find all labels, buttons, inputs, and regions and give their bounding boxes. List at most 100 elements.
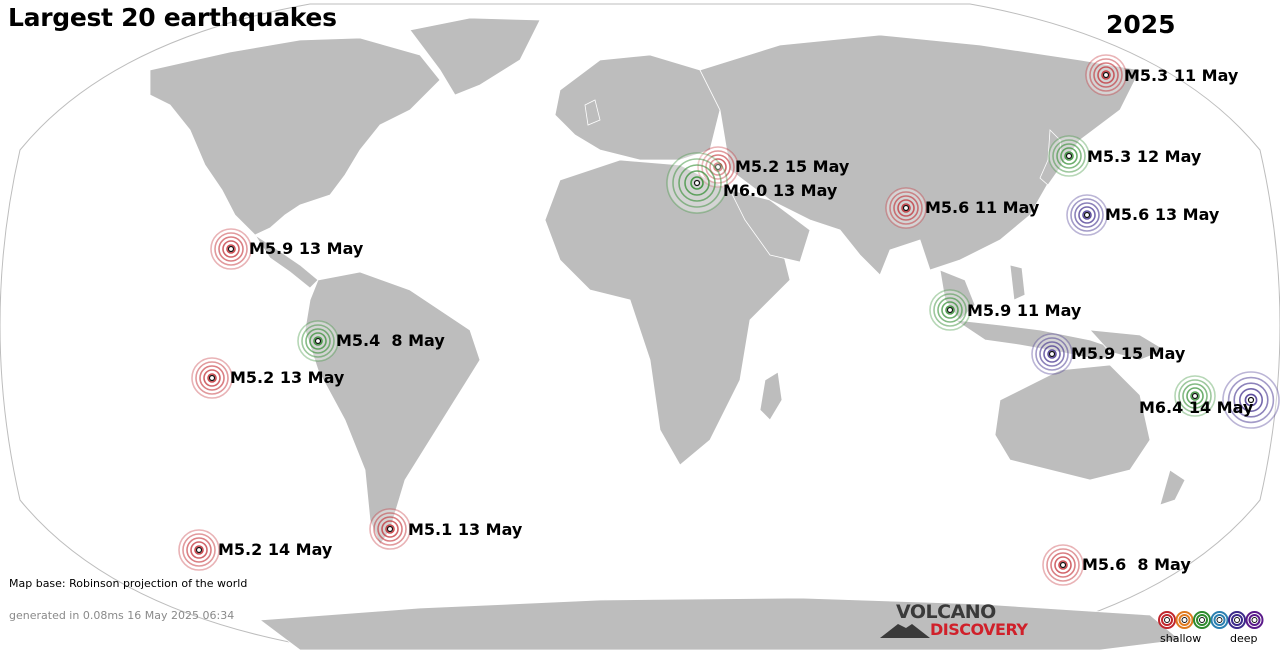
earthquake-marker[interactable] [1066, 194, 1108, 236]
earthquake-label[interactable]: M5.9 13 May [249, 239, 364, 258]
earthquake-label[interactable]: M5.2 13 May [230, 368, 345, 387]
legend-ring [1199, 617, 1205, 623]
earthquake-marker[interactable] [929, 289, 971, 331]
australia [994, 364, 1151, 481]
earthquake-marker[interactable] [1085, 54, 1127, 96]
quake-ring [207, 373, 217, 383]
quake-ring [203, 369, 221, 387]
epicenter-dot [1059, 561, 1067, 569]
quake-ring [941, 301, 959, 319]
europe [554, 54, 721, 161]
quake-ring [1190, 391, 1200, 401]
epicenter-dot [227, 245, 235, 253]
new-zealand [1159, 469, 1186, 506]
legend-shallow-label: shallow [1160, 632, 1202, 645]
quake-ring [945, 305, 955, 315]
epicenter-dot [1083, 211, 1091, 219]
africa [544, 159, 791, 466]
quake-ring [1182, 383, 1208, 409]
depth-legend-rings [1158, 611, 1264, 629]
quake-ring [1186, 387, 1204, 405]
epicenter-dot [1247, 396, 1255, 404]
quake-ring [186, 537, 212, 563]
earthquake-label[interactable]: M6.0 13 May [723, 181, 838, 200]
quake-ring [226, 244, 236, 254]
quake-ring [385, 524, 395, 534]
earthquake-marker[interactable] [885, 187, 927, 229]
quake-ring [889, 191, 923, 225]
earthquake-label[interactable]: M5.6 11 May [925, 198, 1040, 217]
earthquake-label[interactable]: M5.9 15 May [1071, 344, 1186, 363]
earthquake-marker[interactable] [1174, 375, 1216, 417]
earthquake-marker[interactable] [1222, 371, 1280, 429]
antarctica [258, 597, 1181, 650]
quake-ring [313, 336, 323, 346]
quake-ring [301, 324, 335, 358]
epicenter-dot [1191, 392, 1199, 400]
logo-word-volcano: VOLCANO [896, 601, 996, 623]
quake-ring [893, 195, 919, 221]
asia [699, 34, 1141, 276]
epicenter-dot [195, 546, 203, 554]
earthquake-label[interactable]: M6.4 14 May [1139, 398, 1254, 417]
quake-ring [1035, 337, 1069, 371]
earthquake-label[interactable]: M5.9 11 May [967, 301, 1082, 320]
japan [1039, 129, 1063, 186]
epicenter-dot [1048, 350, 1056, 358]
volcano-discovery-logo[interactable]: VOLCANO DISCOVERY [880, 601, 1040, 642]
legend-ring [1178, 614, 1191, 626]
volcano-mountain-icon [880, 624, 930, 638]
earthquake-label[interactable]: M5.1 13 May [408, 520, 523, 539]
earthquake-marker[interactable] [178, 529, 220, 571]
legend-ring [1161, 614, 1173, 626]
legend-ring [1234, 617, 1240, 623]
quake-ring [1064, 151, 1074, 161]
southeast-asia [939, 269, 976, 321]
quake-ring [1101, 70, 1111, 80]
quake-ring [937, 297, 963, 323]
legend-ring [1193, 611, 1211, 629]
quake-ring [678, 164, 716, 202]
quake-ring [195, 361, 229, 395]
quake-ring [1046, 548, 1080, 582]
earthquake-marker[interactable] [1042, 544, 1084, 586]
earthquake-label[interactable]: M5.3 12 May [1087, 147, 1202, 166]
earthquake-label[interactable]: M5.4 8 May [336, 331, 445, 350]
legend-ring [1158, 611, 1176, 629]
earthquake-label[interactable]: M5.2 15 May [735, 157, 850, 176]
earthquake-label[interactable]: M5.6 8 May [1082, 555, 1191, 574]
legend-ring [1245, 611, 1264, 629]
earthquake-label[interactable]: M5.6 13 May [1105, 205, 1220, 224]
quake-ring [381, 520, 399, 538]
earthquake-label[interactable]: M5.2 14 May [218, 540, 333, 559]
earthquake-label[interactable]: M5.3 11 May [1124, 66, 1239, 85]
quake-ring [901, 203, 911, 213]
legend-ring [1213, 614, 1226, 626]
epicenter-dot [386, 525, 394, 533]
legend-ring [1216, 617, 1223, 623]
earthquake-marker[interactable] [369, 508, 411, 550]
quake-ring [305, 328, 331, 354]
landmasses [149, 17, 1186, 650]
earthquake-marker[interactable] [297, 320, 339, 362]
quake-ring [1089, 58, 1123, 92]
madagascar [759, 371, 783, 421]
depth-legend: shallow deep [1158, 610, 1268, 648]
quake-ring [1233, 382, 1269, 418]
quake-ring [1070, 198, 1104, 232]
year-label: 2025 [1106, 10, 1176, 39]
earthquake-marker[interactable] [191, 357, 233, 399]
quake-ring [222, 240, 240, 258]
quake-ring [1060, 147, 1078, 165]
quake-ring [933, 293, 967, 327]
earthquake-marker[interactable] [1031, 333, 1073, 375]
earthquake-marker[interactable] [666, 152, 728, 214]
map-credit: Map base: Robinson projection of the wor… [9, 577, 248, 590]
quake-ring [1056, 143, 1082, 169]
legend-ring [1164, 617, 1170, 623]
quake-ring [1050, 552, 1076, 578]
earthquake-marker[interactable] [210, 228, 252, 270]
earthquake-marker[interactable] [1048, 135, 1090, 177]
map-title: Largest 20 earthquakes [8, 3, 337, 32]
epicenter-dot [946, 306, 954, 314]
